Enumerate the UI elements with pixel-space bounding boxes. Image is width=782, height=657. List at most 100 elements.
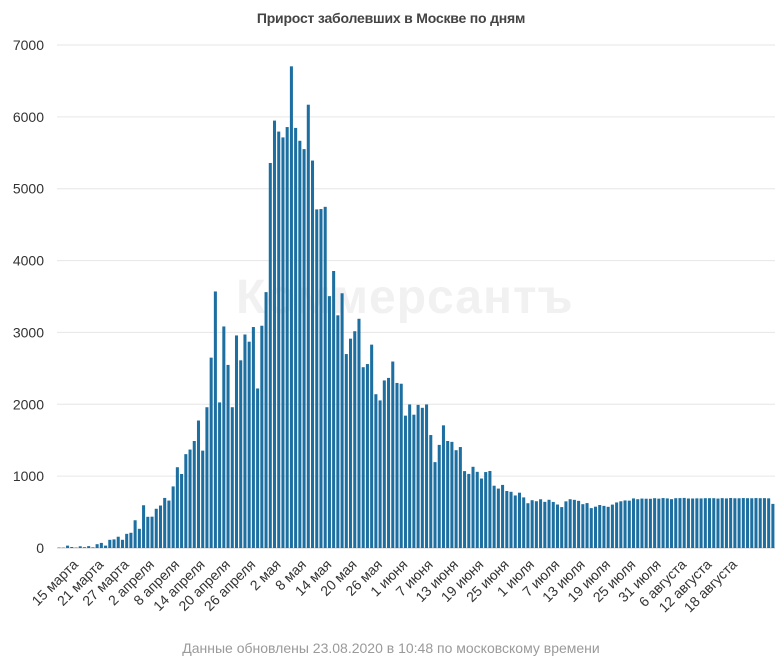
bar xyxy=(670,499,674,548)
bar xyxy=(99,542,103,548)
bar xyxy=(420,407,424,548)
bar xyxy=(163,497,167,548)
bar xyxy=(716,498,720,548)
bar xyxy=(120,539,124,548)
y-tick-label: 6000 xyxy=(13,109,44,125)
bar xyxy=(488,470,492,548)
y-tick-label: 3000 xyxy=(13,324,44,340)
bar xyxy=(311,160,315,549)
bar xyxy=(674,498,678,548)
bar xyxy=(767,498,771,548)
bar xyxy=(196,420,201,548)
bar xyxy=(433,462,437,548)
bar xyxy=(370,344,374,548)
bar xyxy=(285,127,289,548)
y-tick-label: 7000 xyxy=(13,37,44,53)
bar xyxy=(547,499,551,548)
bar xyxy=(505,491,509,548)
bar xyxy=(146,516,150,548)
bar xyxy=(116,536,120,548)
bar xyxy=(517,492,521,548)
bar xyxy=(180,473,184,548)
bar xyxy=(686,498,690,548)
y-axis-tick-labels: 0 1000 2000 3000 4000 5000 6000 7000 xyxy=(13,37,44,556)
bar xyxy=(294,127,298,549)
bar xyxy=(691,498,695,548)
bar xyxy=(492,485,496,548)
bar xyxy=(623,500,627,548)
bar xyxy=(319,209,323,549)
bar xyxy=(234,335,239,548)
bar xyxy=(412,414,416,548)
bar xyxy=(526,503,530,548)
bar xyxy=(395,382,399,548)
bar xyxy=(648,498,652,548)
grid-lines xyxy=(57,44,775,549)
bar xyxy=(467,473,471,548)
bar xyxy=(142,505,146,548)
y-tick-label: 5000 xyxy=(13,181,44,197)
y-tick-label: 0 xyxy=(36,540,44,556)
bar xyxy=(302,149,306,548)
bar xyxy=(543,501,547,548)
bar xyxy=(399,383,403,548)
bar xyxy=(589,508,593,548)
bar xyxy=(708,498,712,548)
bar xyxy=(657,498,661,548)
bar xyxy=(382,380,386,548)
bar xyxy=(484,472,488,548)
chart-title: Прирост заболевших в Москве по дням xyxy=(256,10,526,26)
bar xyxy=(218,402,222,548)
bar xyxy=(260,325,264,548)
bar xyxy=(501,484,505,548)
bar xyxy=(230,407,234,548)
bar xyxy=(631,498,636,548)
bar xyxy=(513,495,517,548)
bar xyxy=(471,466,475,548)
bar xyxy=(610,504,614,548)
y-tick-label: 1000 xyxy=(13,468,44,484)
bar xyxy=(327,296,331,548)
bar xyxy=(175,467,179,548)
bar xyxy=(78,546,82,548)
bar xyxy=(188,449,192,548)
bar xyxy=(661,498,665,548)
bar xyxy=(653,498,657,548)
bar xyxy=(201,450,205,548)
bar xyxy=(606,506,610,548)
bar xyxy=(247,341,251,548)
bar xyxy=(703,498,707,548)
bar xyxy=(344,354,348,548)
bar xyxy=(534,501,538,548)
bar xyxy=(446,441,450,548)
bar xyxy=(222,326,226,548)
bar xyxy=(754,498,758,548)
bar xyxy=(560,507,564,548)
bar xyxy=(454,450,458,548)
y-tick-label: 4000 xyxy=(13,253,44,269)
bar xyxy=(256,388,260,548)
bar xyxy=(158,505,162,548)
bar xyxy=(593,506,598,548)
bar xyxy=(496,488,500,548)
bar xyxy=(665,498,669,548)
bar xyxy=(640,498,644,548)
bar xyxy=(66,545,70,548)
bar xyxy=(615,502,619,548)
bar xyxy=(585,503,589,548)
bar xyxy=(315,209,319,548)
bar xyxy=(572,499,576,548)
bar xyxy=(192,441,196,548)
update-note: Данные обновлены 23.08.2020 в 10:48 по м… xyxy=(182,640,600,656)
bar xyxy=(475,471,479,548)
bar xyxy=(699,498,703,548)
bar xyxy=(353,331,357,548)
bar xyxy=(568,499,572,548)
bar xyxy=(509,491,513,548)
bar xyxy=(374,394,378,548)
bar xyxy=(125,533,129,548)
bar xyxy=(281,137,285,548)
bar xyxy=(349,338,353,548)
bar xyxy=(450,441,454,548)
bar xyxy=(171,486,175,548)
